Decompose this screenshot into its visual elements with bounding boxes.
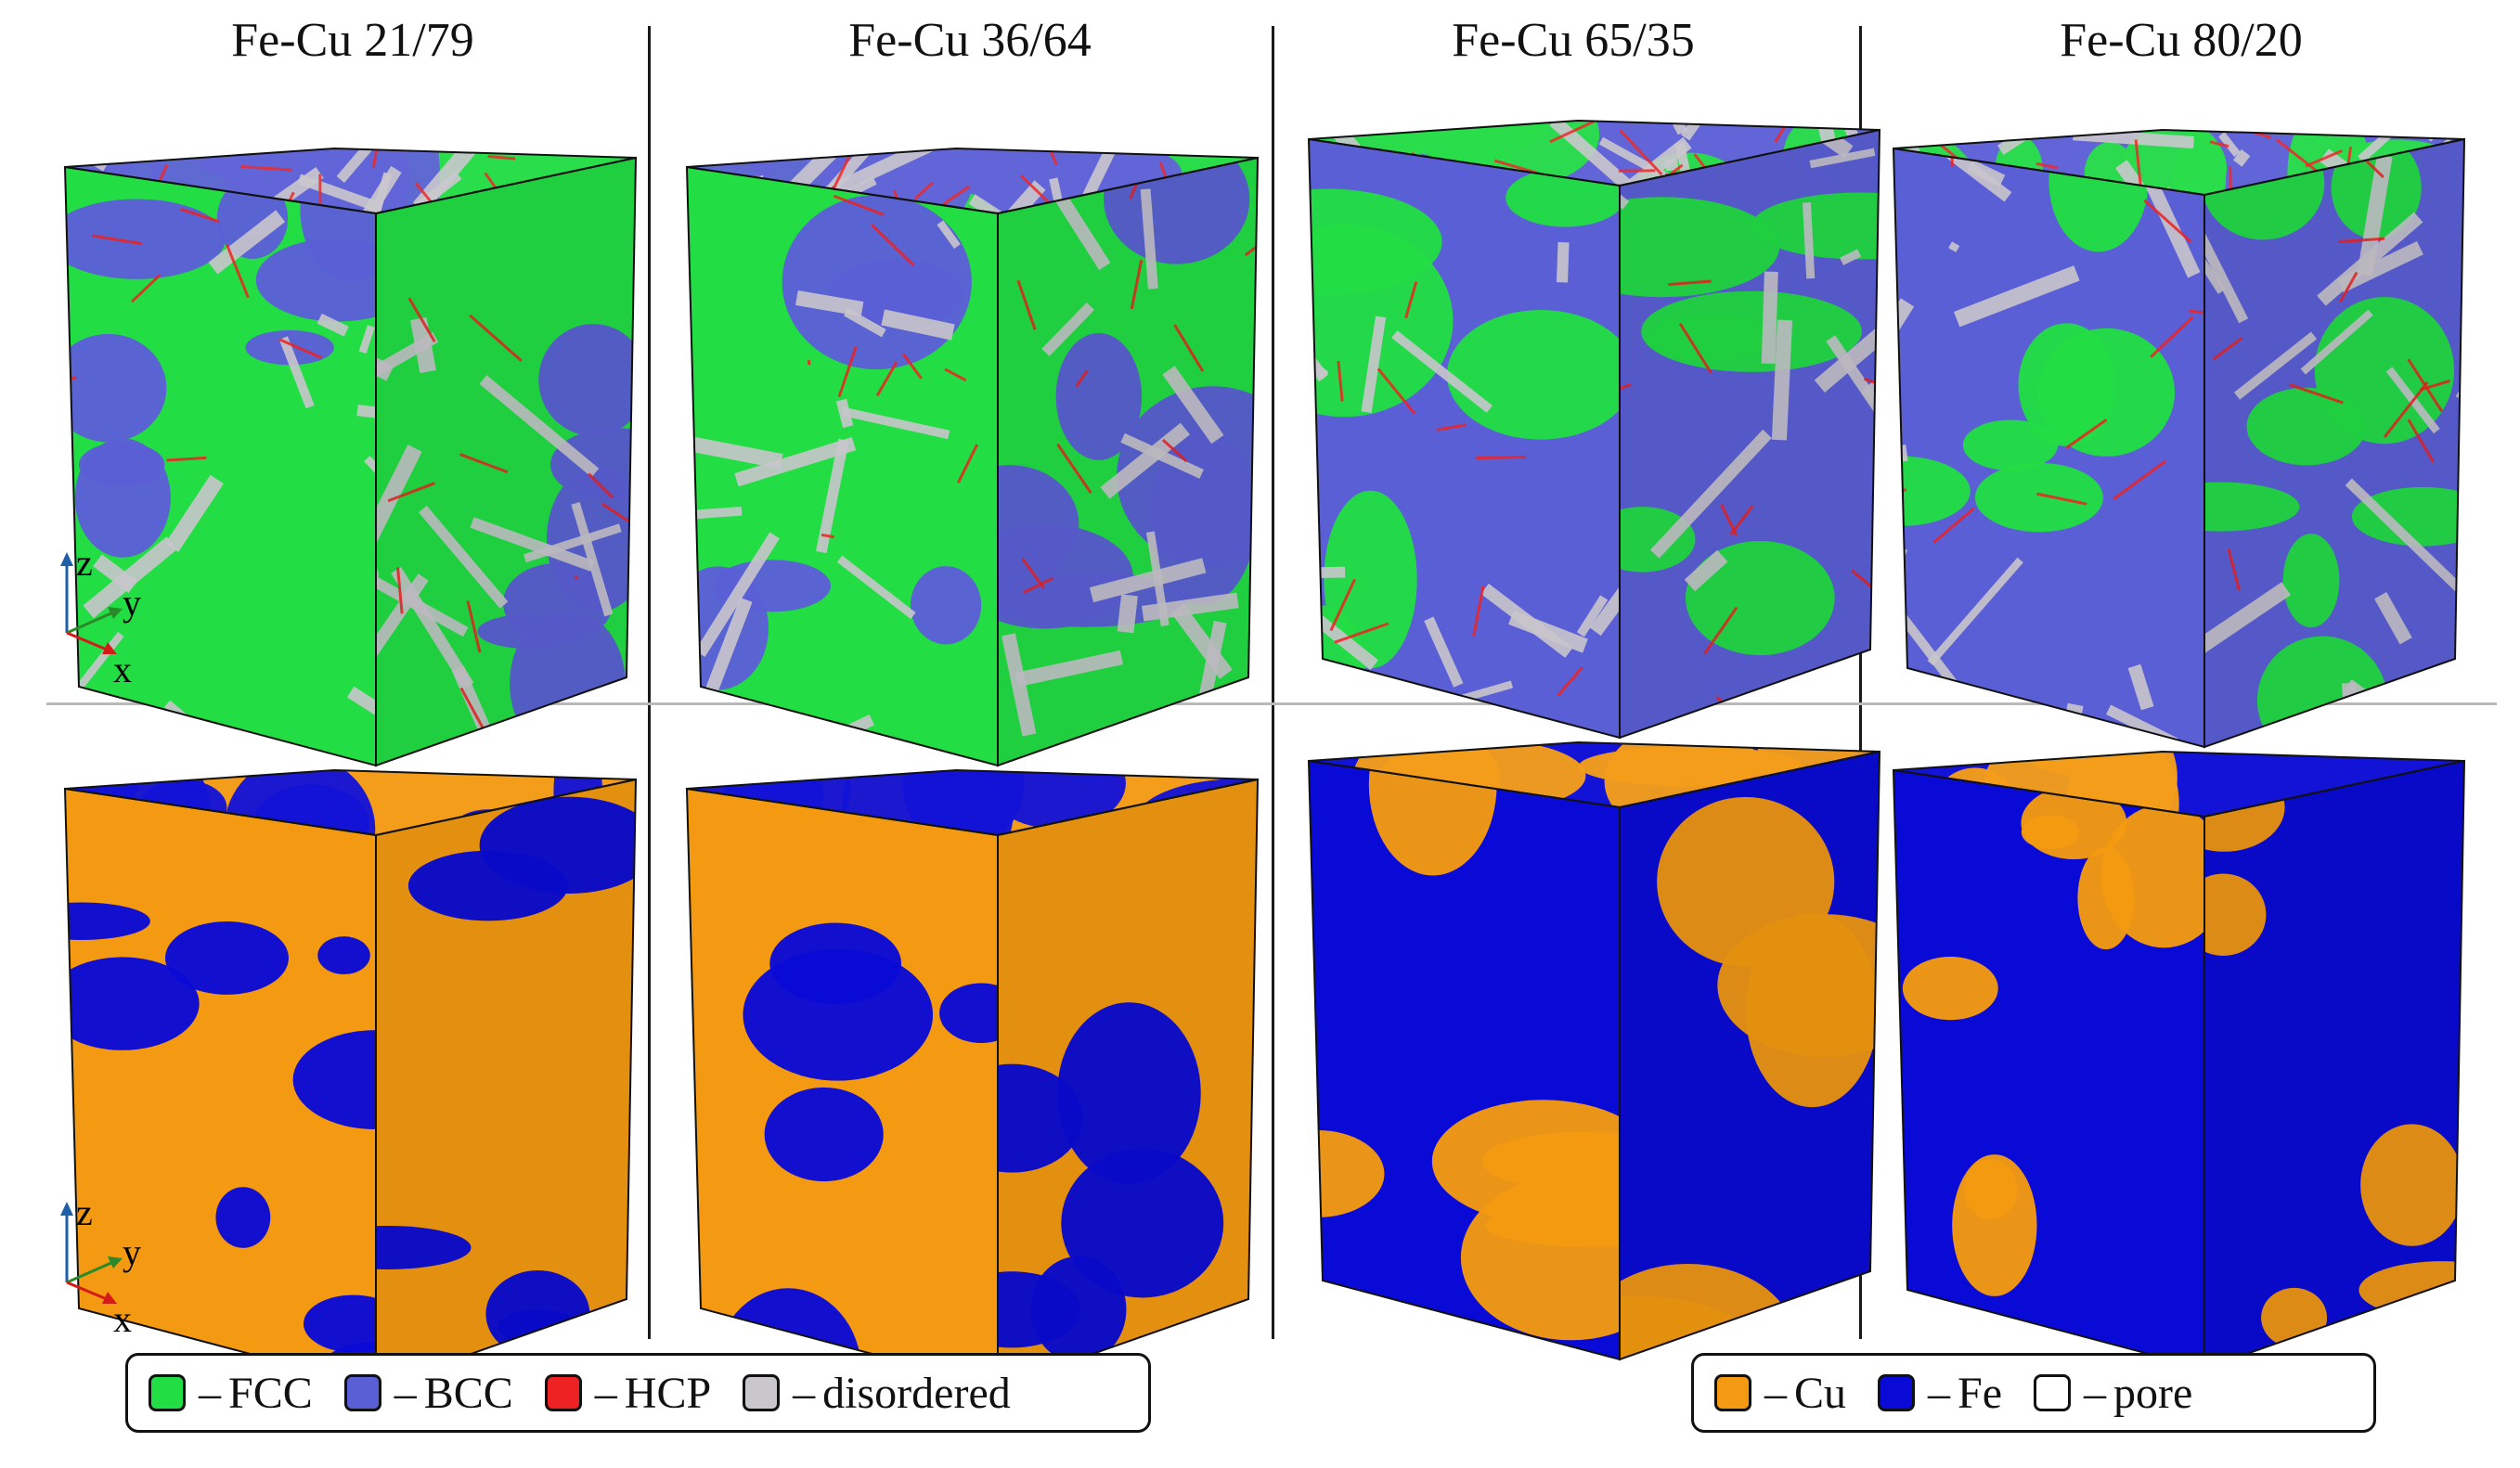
legend-label-fe: Fe xyxy=(1958,1368,2003,1418)
axis-y-label: y xyxy=(123,582,141,624)
row-divider xyxy=(46,702,2497,705)
swatch-fcc xyxy=(149,1374,186,1411)
axis-y-label: y xyxy=(123,1231,141,1273)
cube-composition-fecu-65-35 xyxy=(1307,740,1881,1361)
legend-item-pore: – pore xyxy=(2034,1368,2192,1419)
column-title-1: Fe-Cu 21/79 xyxy=(231,14,474,67)
swatch-cu xyxy=(1714,1374,1751,1411)
column-title-2: Fe-Cu 36/64 xyxy=(848,14,1092,67)
legend-item-cu: – Cu xyxy=(1714,1368,1846,1419)
legend-composition: – Cu – Fe – pore xyxy=(1691,1353,2376,1433)
axes-triad-bottom: z y x xyxy=(60,1197,141,1336)
swatch-fe xyxy=(1878,1374,1916,1411)
cube-composition-fecu-21-79 xyxy=(63,768,638,1389)
swatch-bcc xyxy=(343,1374,381,1411)
legend-label-pore: pore xyxy=(2113,1368,2193,1418)
cube-structure-fecu-80-20 xyxy=(1892,128,2466,749)
legend-label-hcp: HCP xyxy=(624,1368,712,1418)
column-divider-2 xyxy=(1272,26,1274,1339)
axis-z-label: z xyxy=(76,547,93,584)
legend-label-cu: Cu xyxy=(1794,1368,1847,1418)
swatch-hcp xyxy=(544,1374,582,1411)
legend-item-fe: – Fe xyxy=(1878,1368,2002,1419)
axis-x-label: x xyxy=(113,1298,132,1336)
legend-item-fcc: – FCC xyxy=(149,1368,313,1419)
cube-structure-fecu-65-35 xyxy=(1307,119,1881,740)
column-divider-3 xyxy=(1859,26,1862,1339)
column-divider-1 xyxy=(648,26,651,1339)
axes-triad-top: z y x xyxy=(60,547,141,687)
column-title-3: Fe-Cu 65/35 xyxy=(1452,14,1695,67)
legend-label-bcc: BCC xyxy=(423,1368,513,1418)
swatch-pore xyxy=(2034,1374,2072,1411)
swatch-disordered xyxy=(743,1374,781,1411)
cube-composition-fecu-36-64 xyxy=(685,768,1260,1389)
cube-structure-fecu-36-64 xyxy=(685,147,1260,767)
cube-structure-fecu-21-79 xyxy=(63,147,638,767)
legend-item-hcp: – HCP xyxy=(544,1368,712,1419)
legend-label-disordered: disordered xyxy=(822,1368,1011,1418)
legend-label-fcc: FCC xyxy=(228,1368,313,1418)
legend-item-disordered: – disordered xyxy=(743,1368,1011,1419)
column-title-4: Fe-Cu 80/20 xyxy=(2060,14,2303,67)
legend-item-bcc: – BCC xyxy=(343,1368,513,1419)
axis-x-label: x xyxy=(113,649,132,687)
legend-structure: – FCC – BCC – HCP – disordered xyxy=(125,1353,1151,1433)
cube-composition-fecu-80-20 xyxy=(1892,750,2466,1371)
axis-z-label: z xyxy=(76,1197,93,1233)
